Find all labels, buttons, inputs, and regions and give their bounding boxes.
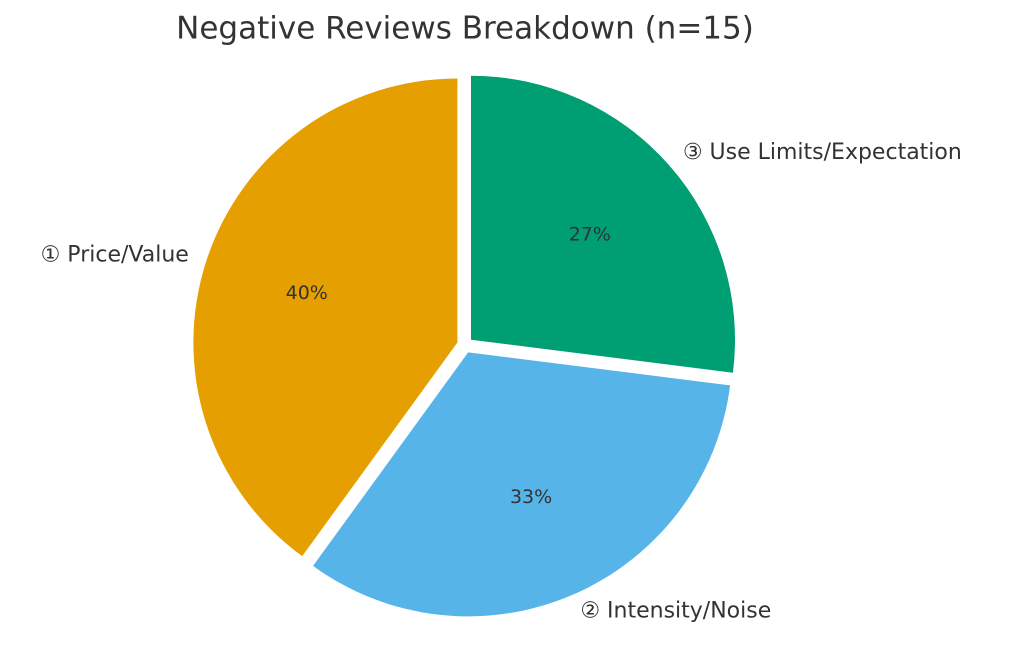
pie-slice (193, 78, 458, 557)
slice-label: ① Price/Value (41, 242, 189, 267)
slice-label: ② Intensity/Noise (580, 599, 771, 624)
value-label: 40% (286, 282, 328, 304)
value-label: 33% (510, 486, 552, 508)
pie-slice (471, 75, 736, 373)
slice-label: ③ Use Limits/Expectation (683, 140, 962, 165)
pie-slice (313, 352, 731, 617)
value-label: 27% (569, 223, 611, 245)
chart-title: Negative Reviews Breakdown (n=15) (176, 11, 754, 47)
